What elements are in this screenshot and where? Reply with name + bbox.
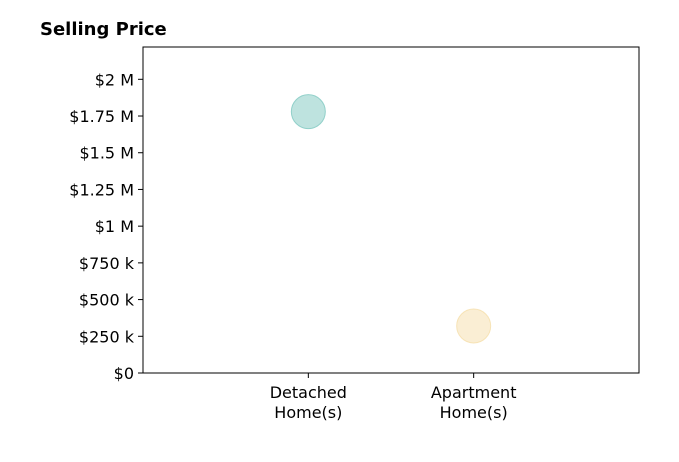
y-tick-label: $1.5 M — [79, 144, 134, 163]
y-tick-label: $1.75 M — [69, 107, 134, 126]
data-point — [456, 308, 492, 344]
y-tick-label: $250 k — [79, 327, 135, 346]
x-tick-label: Detached — [270, 383, 347, 402]
y-tick-label: $500 k — [79, 291, 135, 310]
data-point — [290, 94, 326, 130]
y-tick-label: $0 — [114, 364, 134, 383]
x-tick-label: Home(s) — [274, 403, 342, 422]
x-tick-label: Apartment — [431, 383, 517, 402]
y-tick-label: $2 M — [95, 70, 134, 89]
x-tick-label: Home(s) — [440, 403, 508, 422]
y-tick-label: $1 M — [95, 217, 134, 236]
y-tick-label: $750 k — [79, 254, 135, 273]
plot-frame — [142, 46, 640, 374]
chart-title: Selling Price — [40, 19, 167, 40]
y-tick-label: $1.25 M — [69, 180, 134, 199]
